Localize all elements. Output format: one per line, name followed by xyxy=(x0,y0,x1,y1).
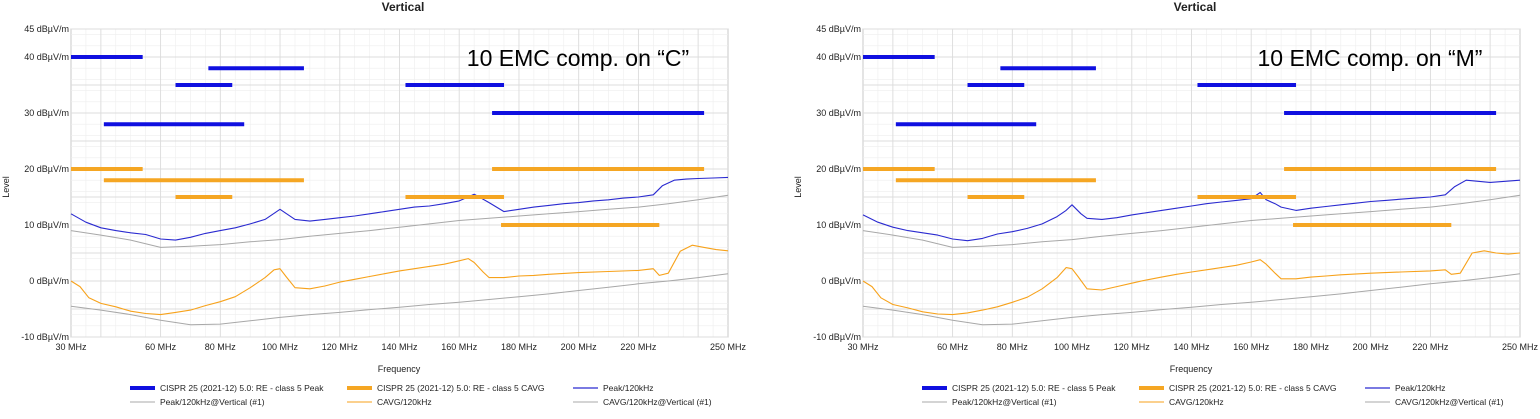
y-tick-label: 0 dBµV/m xyxy=(821,276,861,286)
x-axis-label: Frequency xyxy=(378,364,421,374)
x-tick-label: 220 MHz xyxy=(1412,342,1449,352)
x-tick-label: 30 MHz xyxy=(847,342,879,352)
emc-chart-c: 45 dBµV/m 40 dBµV/m 30 dBµV/m 20 dBµV/m 10 d… xyxy=(1,0,747,407)
peak-120khz-vertical-1--trace xyxy=(862,194,1521,248)
x-tick-label: 60 MHz xyxy=(145,342,177,352)
y-tick-label: 20 dBµV/m xyxy=(24,164,69,174)
legend: CISPR 25 (2021-12) 5.0: RE - class 5 Pea… xyxy=(922,383,1504,407)
emc-chart-m: 45 dBµV/m 40 dBµV/m 30 dBµV/m 20 dBµV/m 10 d… xyxy=(793,0,1539,407)
y-tick-label: 20 dBµV/m xyxy=(816,164,861,174)
chart-title: Vertical xyxy=(1174,0,1217,14)
y-tick-label: 45 dBµV/m xyxy=(24,24,69,34)
y-tick-label: 10 dBµV/m xyxy=(816,220,861,230)
chart-annotation: 10 EMC comp. on “M” xyxy=(1258,45,1483,71)
y-tick-label: 30 dBµV/m xyxy=(816,108,861,118)
x-tick-label: 160 MHz xyxy=(441,342,478,352)
x-tick-label: 30 MHz xyxy=(55,342,87,352)
peak-120khz-trace xyxy=(70,176,729,241)
legend: CISPR 25 (2021-12) 5.0: RE - class 5 Pea… xyxy=(130,383,712,407)
x-tick-label: 120 MHz xyxy=(1114,342,1151,352)
x-tick-label: 140 MHz xyxy=(1173,342,1210,352)
limit-lines xyxy=(863,55,1497,227)
x-tick-label: 160 MHz xyxy=(1233,342,1270,352)
legend-label: CISPR 25 (2021-12) 5.0: RE - class 5 CAV… xyxy=(1169,383,1337,393)
legend-label: Peak/120kHz xyxy=(603,383,654,393)
chart-title: Vertical xyxy=(382,0,425,14)
legend-label: Peak/120kHz@Vertical (#1) xyxy=(952,397,1057,407)
peak-120khz-trace xyxy=(862,179,1521,242)
x-tick-label: 220 MHz xyxy=(620,342,657,352)
x-tick-label: 250 MHz xyxy=(710,342,747,352)
x-tick-label: 140 MHz xyxy=(381,342,418,352)
x-axis-label: Frequency xyxy=(1170,364,1213,374)
y-tick-label: 10 dBµV/m xyxy=(24,220,69,230)
y-axis-label: Level xyxy=(793,176,803,198)
x-tick-label: 250 MHz xyxy=(1502,342,1539,352)
legend-label: CISPR 25 (2021-12) 5.0: RE - class 5 Pea… xyxy=(952,383,1116,393)
x-tick-label: 80 MHz xyxy=(997,342,1029,352)
cavg-120khz-vertical-1--trace xyxy=(70,273,729,326)
legend-label: Peak/120kHz xyxy=(1395,383,1446,393)
x-tick-label: 180 MHz xyxy=(1293,342,1330,352)
legend-label: CAVG/120kHz@Vertical (#1) xyxy=(603,397,712,407)
x-tick-label: 120 MHz xyxy=(322,342,359,352)
y-tick-label: 40 dBµV/m xyxy=(24,52,69,62)
legend-label: CAVG/120kHz@Vertical (#1) xyxy=(1395,397,1504,407)
chart-annotation: 10 EMC comp. on “C” xyxy=(467,45,689,71)
x-tick-label: 80 MHz xyxy=(205,342,237,352)
legend-label: CISPR 25 (2021-12) 5.0: RE - class 5 CAV… xyxy=(377,383,545,393)
x-tick-label: 200 MHz xyxy=(561,342,598,352)
x-tick-label: 200 MHz xyxy=(1353,342,1390,352)
x-tick-label: 100 MHz xyxy=(1054,342,1091,352)
peak-120khz-vertical-1--trace xyxy=(70,194,729,248)
y-axis-label: Level xyxy=(1,176,11,198)
x-tick-label: 100 MHz xyxy=(262,342,299,352)
y-tick-label: 40 dBµV/m xyxy=(816,52,861,62)
legend-label: Peak/120kHz@Vertical (#1) xyxy=(160,397,265,407)
limit-lines xyxy=(71,55,705,227)
y-tick-label: 0 dBµV/m xyxy=(29,276,69,286)
traces xyxy=(70,176,729,326)
cavg-120khz-trace xyxy=(862,250,1521,316)
y-tick-label: 45 dBµV/m xyxy=(816,24,861,34)
y-tick-label: 30 dBµV/m xyxy=(24,108,69,118)
x-tick-label: 60 MHz xyxy=(937,342,969,352)
legend-label: CAVG/120kHz xyxy=(1169,397,1224,407)
legend-label: CAVG/120kHz xyxy=(377,397,432,407)
x-tick-label: 180 MHz xyxy=(501,342,538,352)
cavg-120khz-vertical-1--trace xyxy=(862,273,1521,326)
y-tick-label: -10 dBµV/m xyxy=(21,332,69,342)
traces xyxy=(862,179,1521,326)
legend-label: CISPR 25 (2021-12) 5.0: RE - class 5 Pea… xyxy=(160,383,324,393)
y-tick-label: -10 dBµV/m xyxy=(813,332,861,342)
cavg-120khz-trace xyxy=(70,244,729,316)
